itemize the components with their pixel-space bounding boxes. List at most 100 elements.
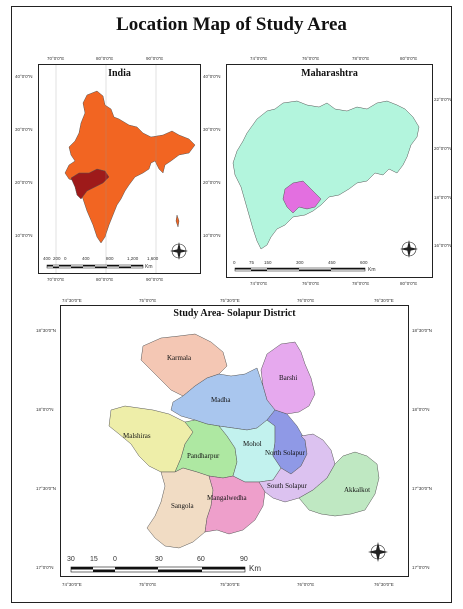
india-lat-tick: 40°0'0"N [203, 74, 221, 79]
mh-scale-label: 450 [328, 260, 336, 265]
mh-scale-unit: Km [368, 267, 376, 273]
india-lat-tick: 30°0'0"N [203, 127, 221, 132]
andaman-islands [175, 214, 180, 228]
label-malshiras: Malshiras [123, 432, 151, 440]
mh-scale-label: 0 [233, 260, 236, 265]
mh-lat-tick: 20°0'0"N [434, 146, 452, 151]
india-scale-label: 400 [82, 256, 90, 261]
solapur-lon-tick: 76°30'0"E [374, 582, 394, 587]
label-mangalwedha: Mangalwedha [207, 494, 247, 502]
india-panel: India 400 200 0 400 800 1,200 [38, 64, 201, 274]
solapur-scale-label: 0 [113, 556, 117, 563]
solapur-scale-label: 30 [67, 556, 75, 563]
solapur-lat-tick: 18°0'0"N [36, 407, 54, 412]
india-lat-tick: 20°0'0"N [203, 180, 221, 185]
taluka-south-solapur [258, 433, 336, 503]
solapur-lat-tick: 17°30'0"N [36, 486, 57, 491]
mh-lat-tick: 22°0'0"N [434, 97, 452, 102]
solapur-north-arrow [368, 542, 388, 562]
solapur-scale-label: 15 [90, 556, 98, 563]
maharashtra-scale-bar [234, 267, 366, 272]
label-mohol: Mohol [243, 440, 262, 448]
solapur-lat-tick: 17°0'0"N [412, 565, 430, 570]
india-lon-tick: 80°0'0"E [96, 277, 114, 282]
solapur-lon-tick: 76°0'0"E [297, 298, 315, 303]
solapur-lon-tick: 74°30'0"E [62, 298, 82, 303]
solapur-lon-tick: 75°30'0"E [220, 582, 240, 587]
solapur-scale-unit: Km [249, 564, 261, 573]
solapur-lon-tick: 75°30'0"E [220, 298, 240, 303]
mh-scale-label: 150 [264, 260, 272, 265]
label-north-solapur: North Solapur [265, 449, 305, 457]
solapur-title: Study Area- Solapur District [173, 308, 296, 319]
india-lon-tick: 70°0'0"E [47, 56, 65, 61]
solapur-lat-tick: 17°0'0"N [36, 565, 54, 570]
maharashtra-map [232, 100, 420, 272]
label-pandharpur: Pandharpur [187, 452, 220, 460]
taluka-sangola [146, 467, 214, 549]
solapur-scale-bar [70, 566, 246, 573]
india-map [46, 65, 196, 273]
solapur-lon-tick: 75°0'0"E [139, 298, 157, 303]
mh-lon-tick: 74°0'0"E [250, 56, 268, 61]
india-outline [64, 90, 196, 244]
solapur-scale-label: 90 [240, 556, 248, 563]
india-scale-unit: Km [145, 264, 153, 270]
maharashtra-outline [232, 100, 420, 250]
label-barshi: Barshi [279, 374, 298, 382]
solapur-scale-label: 60 [197, 556, 205, 563]
solapur-lat-tick: 18°0'0"N [412, 407, 430, 412]
solapur-lon-tick: 74°30'0"E [62, 582, 82, 587]
mh-lon-tick: 76°0'0"E [302, 281, 320, 286]
india-scale-label: 1,600 [147, 256, 159, 261]
india-lat-tick: 20°0'0"N [15, 180, 33, 185]
taluka-akkalkot [298, 451, 380, 517]
solapur-panel: Study Area- Solapur District [60, 305, 409, 577]
maharashtra-panel: Maharashtra 0 75 150 300 450 600 Km [226, 64, 433, 278]
maharashtra-north-arrow [400, 240, 418, 258]
india-scale-label: 400 [43, 256, 51, 261]
india-lat-tick: 40°0'0"N [15, 74, 33, 79]
solapur-lat-tick: 17°30'0"N [412, 486, 433, 491]
mh-scale-label: 75 [249, 260, 255, 265]
mh-lat-tick: 18°0'0"N [434, 195, 452, 200]
india-scale-label: 200 [53, 256, 61, 261]
solapur-lat-tick: 18°30'0"N [36, 328, 57, 333]
mh-lon-tick: 78°0'0"E [352, 56, 370, 61]
page-title: Location Map of Study Area [116, 14, 347, 35]
solapur-lon-tick: 75°0'0"E [139, 582, 157, 587]
label-akkalkot: Akkalkot [344, 486, 371, 494]
india-lon-tick: 70°0'0"E [47, 277, 65, 282]
taluka-mangalwedha [204, 475, 266, 535]
india-scale-label: 800 [106, 256, 114, 261]
mh-lon-tick: 76°0'0"E [302, 56, 320, 61]
india-north-arrow [170, 242, 188, 260]
india-lat-tick: 10°0'0"N [203, 233, 221, 238]
label-karmala: Karmala [167, 354, 192, 362]
india-title: India [108, 68, 131, 79]
india-lon-tick: 80°0'0"E [96, 56, 114, 61]
mh-lon-tick: 80°0'0"E [400, 56, 418, 61]
mh-lon-tick: 80°0'0"E [400, 281, 418, 286]
india-scale-label: 0 [64, 256, 67, 261]
mh-lat-tick: 16°0'0"N [434, 243, 452, 248]
solapur-map [70, 333, 388, 573]
label-madha: Madha [211, 396, 231, 404]
mh-scale-label: 600 [360, 260, 368, 265]
india-scale-label: 1,200 [127, 256, 139, 261]
solapur-scale-label: 30 [155, 556, 163, 563]
solapur-lon-tick: 76°0'0"E [297, 582, 315, 587]
maharashtra-title: Maharashtra [301, 68, 358, 79]
india-lon-tick: 90°0'0"E [146, 56, 164, 61]
india-scale-bar [46, 264, 144, 269]
solapur-highlight [282, 180, 322, 214]
solapur-lon-tick: 76°30'0"E [374, 298, 394, 303]
india-lat-tick: 10°0'0"N [15, 233, 33, 238]
solapur-lat-tick: 18°30'0"N [412, 328, 433, 333]
mh-lon-tick: 74°0'0"E [250, 281, 268, 286]
solapur-talukas [108, 333, 380, 549]
india-lat-tick: 30°0'0"N [15, 127, 33, 132]
label-sangola: Sangola [171, 502, 194, 510]
maharashtra-highlight [70, 168, 110, 200]
mh-lon-tick: 78°0'0"E [352, 281, 370, 286]
